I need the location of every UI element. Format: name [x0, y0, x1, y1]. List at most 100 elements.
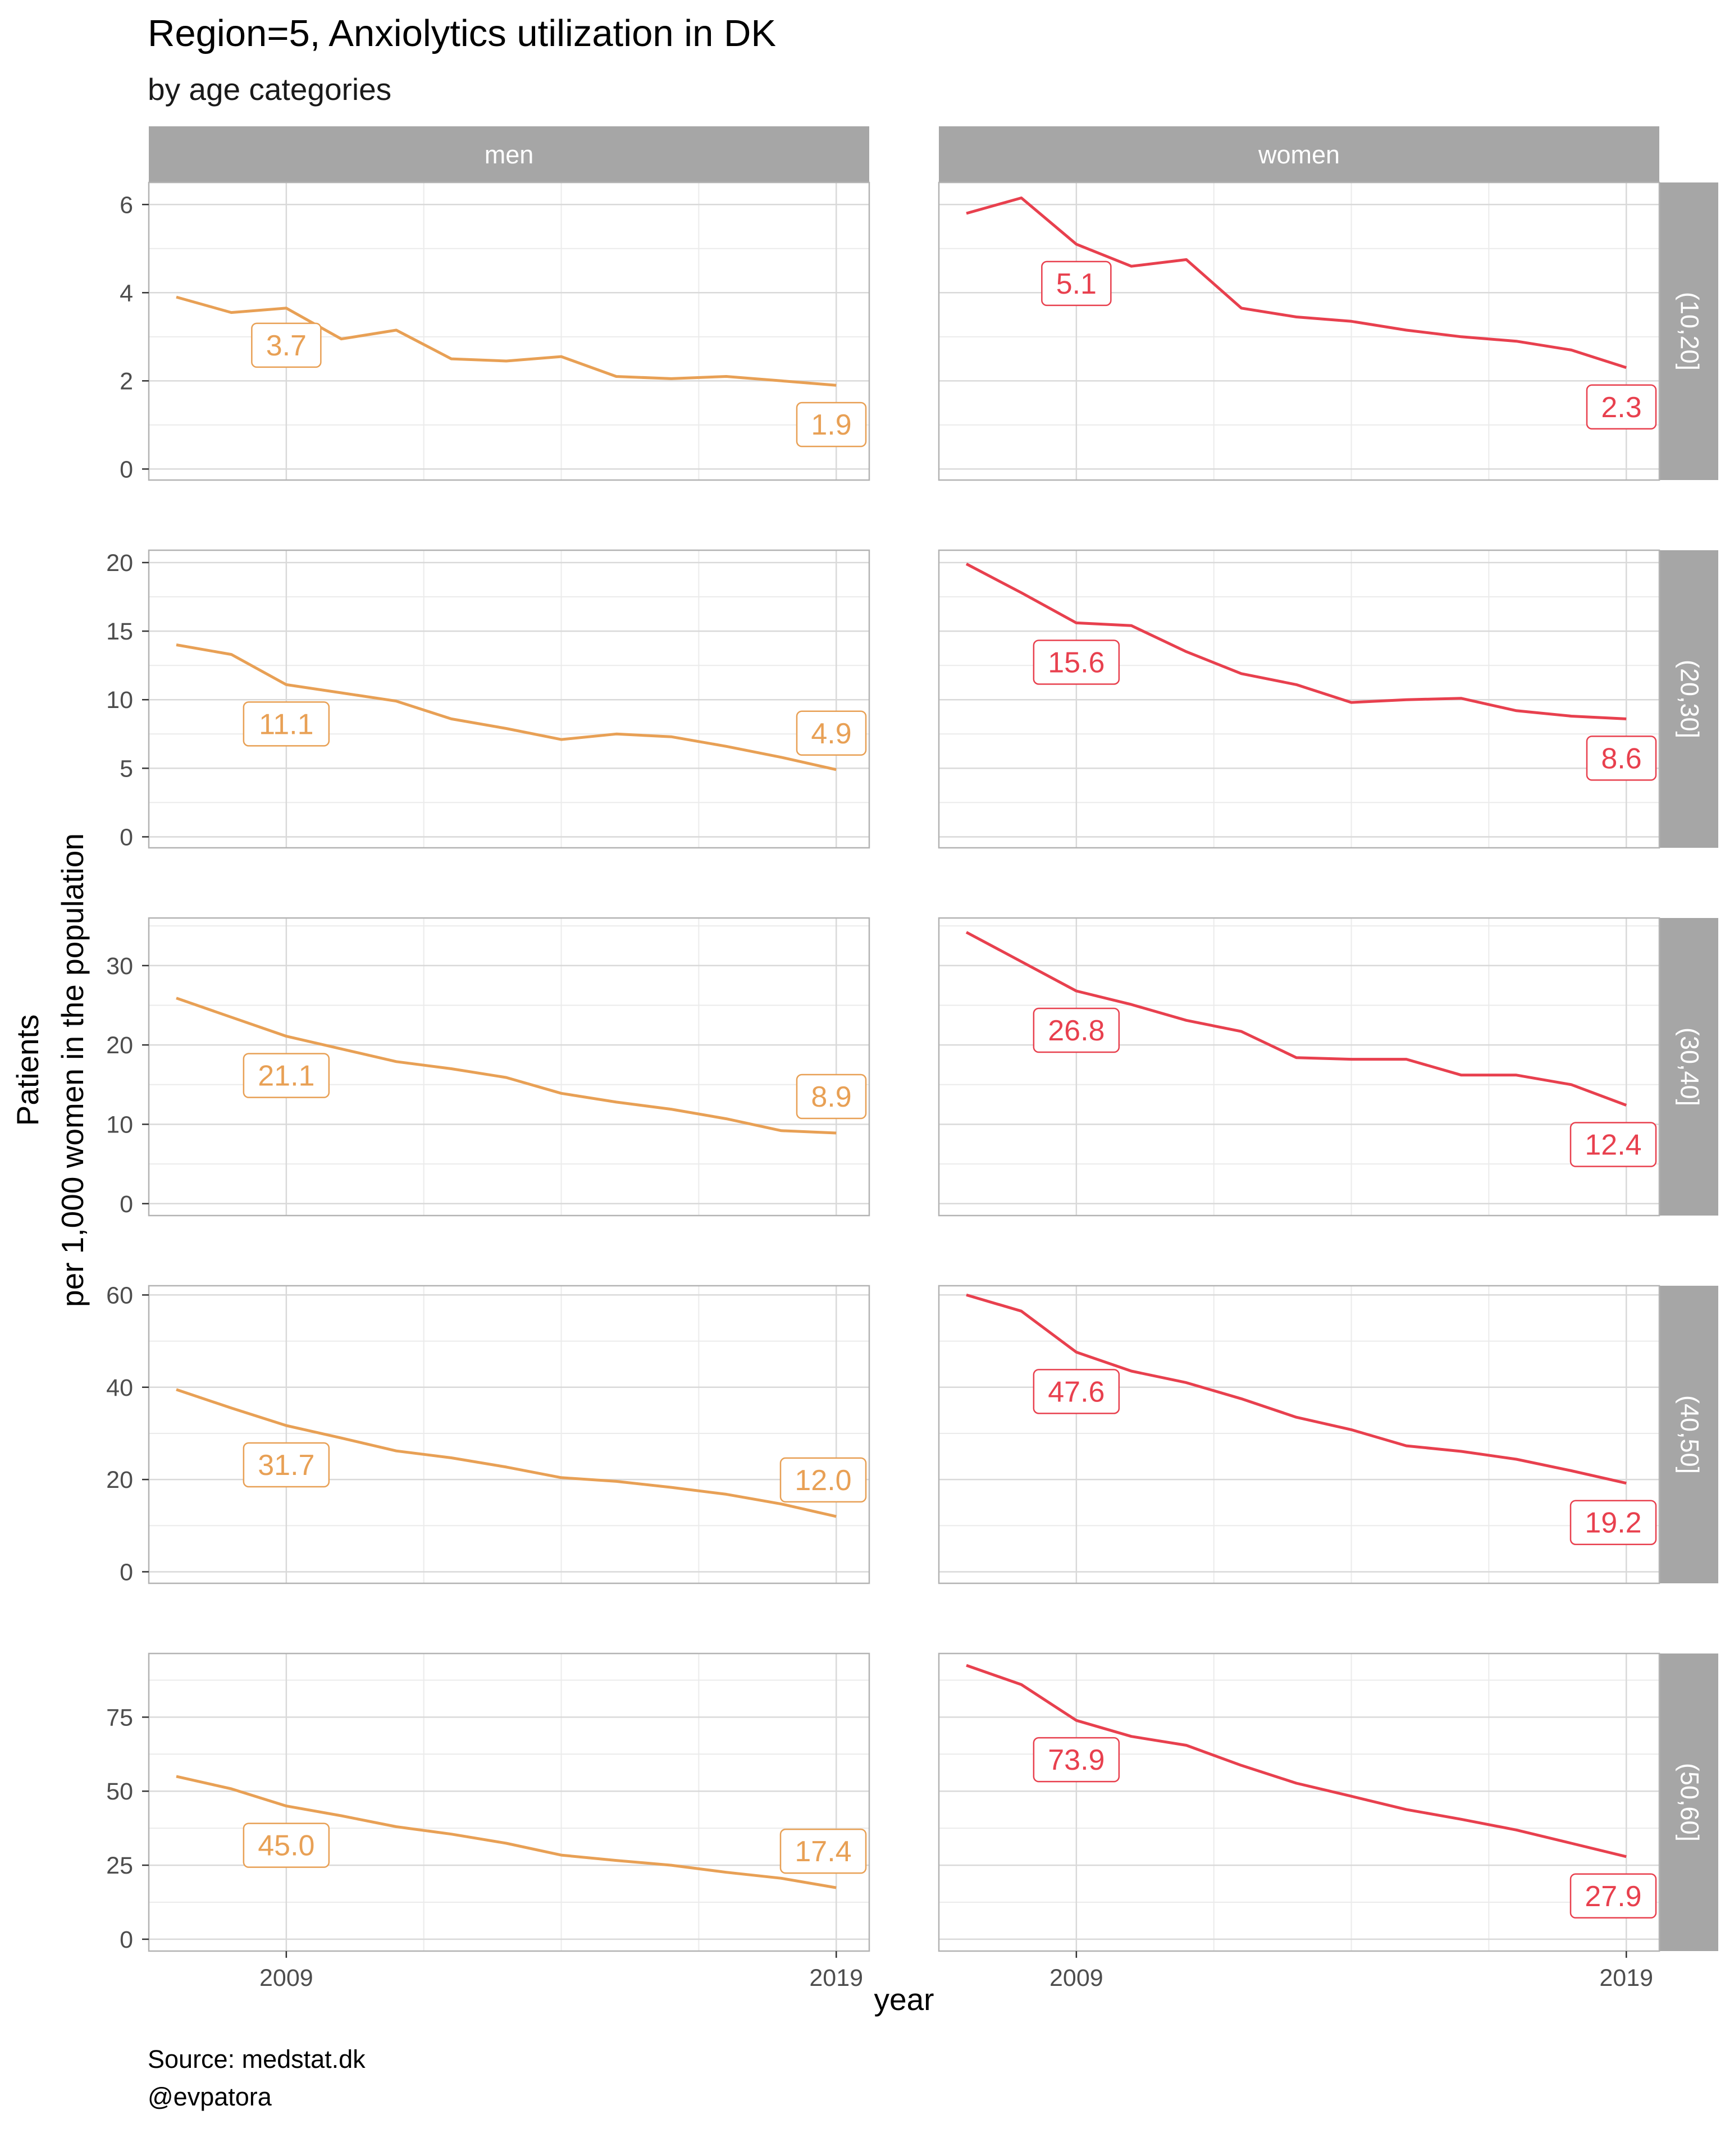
caption-handle: @evpatora — [148, 2082, 272, 2111]
data-label-box — [1586, 736, 1657, 781]
data-label-box — [1033, 640, 1120, 685]
panel-border — [938, 1285, 1660, 1584]
y-tick-label: 4 — [120, 280, 133, 307]
data-label-women: 15.6 — [1033, 640, 1120, 685]
strip-women — [939, 126, 1659, 182]
strip-age-40-50 — [1659, 1286, 1718, 1583]
data-label-box — [1569, 1500, 1657, 1545]
data-label-text: 11.1 — [259, 708, 313, 741]
y-tick-label: 75 — [106, 1704, 133, 1731]
data-label-text: 3.7 — [266, 330, 307, 362]
panel-women-10-20: 5.1 2.3 — [938, 181, 1660, 481]
data-label-men: 45.0 — [243, 1822, 330, 1868]
y-tick-label: 20 — [106, 1032, 133, 1059]
panel-women-20-30: 15.6 8.6 — [938, 549, 1660, 849]
data-label-men: 8.9 — [796, 1074, 867, 1120]
data-label-men: 1.9 — [796, 401, 867, 447]
strip-age-label: (20,30] — [1676, 660, 1704, 738]
y-tick-label: 0 — [120, 1191, 133, 1218]
y-tick-label: 0 — [120, 824, 133, 851]
data-label-text: 8.9 — [811, 1081, 851, 1113]
y-tick-label: 25 — [106, 1852, 133, 1879]
data-label-box — [243, 1053, 330, 1098]
strip-men — [149, 126, 869, 182]
data-label-text: 8.6 — [1601, 742, 1641, 775]
data-label-box — [1569, 1873, 1657, 1919]
data-label-text: 15.6 — [1048, 646, 1105, 679]
series-line-women — [965, 931, 1627, 1107]
panel-border — [148, 1652, 870, 1952]
y-tick-label: 10 — [106, 1111, 133, 1138]
series-line-women — [966, 197, 1627, 369]
data-label-women: 27.9 — [1569, 1873, 1657, 1919]
data-label-women: 19.2 — [1569, 1500, 1657, 1545]
data-label-box — [243, 701, 330, 747]
data-label-text: 17.4 — [795, 1835, 851, 1868]
data-label-text: 1.9 — [811, 409, 851, 441]
data-label-text: 4.9 — [811, 718, 851, 750]
series-line-women — [965, 563, 1627, 720]
panel-women-30-40: 26.8 12.4 — [938, 917, 1660, 1217]
strip-age-label: (10,20] — [1676, 292, 1704, 371]
strip-age-label: (30,40] — [1676, 1027, 1704, 1106]
caption-source: Source: medstat.dk — [148, 2045, 366, 2073]
panel-women-50-60: 2009 2019 73.9 27.9 — [938, 1652, 1660, 1991]
data-label-box — [243, 1822, 330, 1868]
data-label-box — [779, 1828, 867, 1874]
data-label-women: 26.8 — [1033, 1007, 1120, 1053]
data-label-box — [1033, 1737, 1120, 1783]
panel-border — [938, 549, 1660, 849]
data-label-men: 3.7 — [251, 322, 322, 368]
data-label-text: 26.8 — [1048, 1015, 1105, 1047]
y-axis-title-line-1: Patients — [10, 1015, 45, 1126]
data-label-box — [1033, 1007, 1120, 1053]
panel-men-10-20: 0 2 4 6 3.7 1.9 — [120, 181, 870, 483]
data-label-women: 5.1 — [1041, 261, 1112, 307]
data-label-box — [1569, 1122, 1657, 1167]
data-label-text: 45.0 — [258, 1830, 314, 1862]
panels-layer: men women (10,20] 0 2 4 6 3.7 1.9 5.1 2.3 (20,30] 0 5… — [106, 126, 1718, 1991]
strip-age-label: (40,50] — [1676, 1395, 1704, 1474]
data-label-box — [251, 322, 322, 368]
y-tick-label: 10 — [106, 687, 133, 714]
x-tick-label: 2019 — [809, 1965, 863, 1991]
panel-border — [148, 1285, 870, 1584]
y-tick-label: 0 — [120, 1926, 133, 1953]
chart-title: Region=5, Anxiolytics utilization in DK — [148, 12, 776, 54]
y-tick-label: 0 — [120, 1559, 133, 1586]
data-label-women: 12.4 — [1569, 1122, 1657, 1167]
data-label-men: 17.4 — [779, 1828, 867, 1874]
data-label-text: 19.2 — [1585, 1507, 1641, 1540]
strip-age-label: (50,60] — [1676, 1763, 1704, 1842]
strip-label-men: men — [485, 140, 534, 169]
data-label-men: 12.0 — [779, 1457, 867, 1503]
data-label-text: 31.7 — [258, 1449, 314, 1482]
y-tick-label: 30 — [106, 953, 133, 980]
data-label-text: 12.4 — [1585, 1129, 1641, 1162]
data-label-text: 21.1 — [258, 1060, 314, 1093]
series-line-men — [176, 1388, 837, 1518]
data-label-box — [1586, 384, 1657, 430]
data-label-box — [796, 1074, 867, 1120]
data-label-women: 47.6 — [1033, 1369, 1120, 1414]
y-tick-label: 5 — [120, 755, 133, 782]
data-label-women: 8.6 — [1586, 736, 1657, 781]
data-label-text: 12.0 — [795, 1464, 851, 1497]
series-line-women — [966, 1664, 1627, 1858]
chart-subtitle: by age categories — [148, 72, 391, 107]
y-tick-label: 0 — [120, 456, 133, 483]
strip-age-30-40 — [1659, 918, 1718, 1216]
y-tick-label: 60 — [106, 1282, 133, 1309]
y-axis-title-line-2: per 1,000 women in the population — [55, 833, 90, 1307]
data-label-box — [796, 710, 867, 756]
strip-age-20-30 — [1659, 550, 1718, 848]
x-tick-label: 2009 — [1049, 1965, 1103, 1991]
data-label-men: 21.1 — [243, 1053, 330, 1098]
panel-border — [938, 1652, 1660, 1952]
panel-border — [148, 917, 870, 1217]
series-line-men — [176, 997, 837, 1135]
y-tick-label: 50 — [106, 1778, 133, 1805]
data-label-box — [243, 1442, 330, 1488]
strip-age-50-60 — [1659, 1653, 1718, 1951]
series-line-men — [176, 1775, 837, 1889]
